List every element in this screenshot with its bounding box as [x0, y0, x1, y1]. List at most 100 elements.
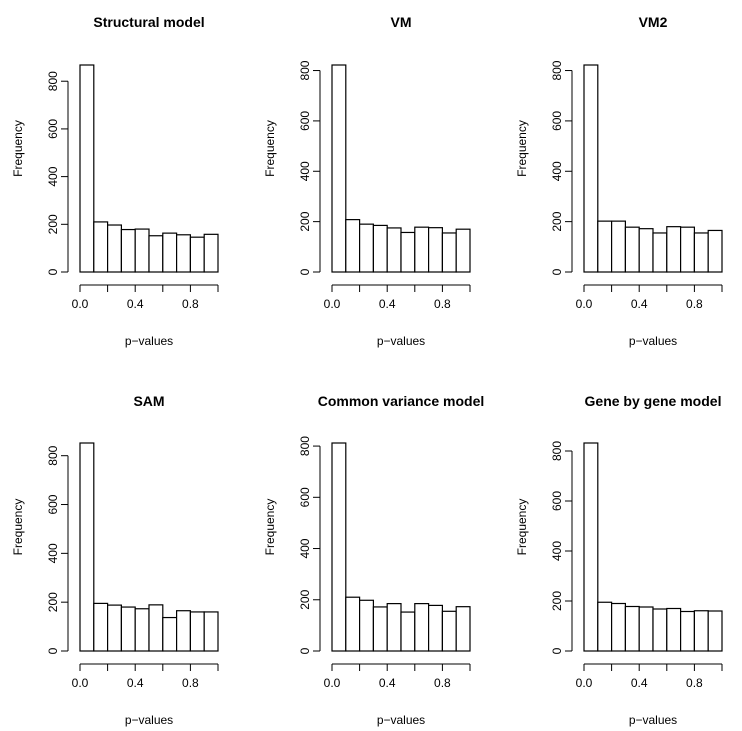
histogram-bar — [414, 226, 430, 273]
x-tick-label: 0.0 — [324, 676, 341, 690]
histogram-bar — [345, 219, 361, 273]
y-tick-label: 0 — [298, 268, 312, 275]
x-tick-label: 0.0 — [324, 297, 341, 311]
histogram-bar — [455, 606, 471, 652]
y-tick-label: 400 — [550, 541, 564, 561]
histogram-bar — [120, 228, 136, 273]
histogram-bar — [679, 226, 695, 273]
histogram-bar — [386, 603, 402, 652]
y-tick-label: 0 — [46, 647, 60, 654]
histogram-bar — [400, 611, 416, 652]
x-tick-label: 0.0 — [576, 676, 593, 690]
y-tick-label: 400 — [550, 161, 564, 181]
x-tick-label: 0.0 — [72, 297, 89, 311]
histogram-bar — [597, 220, 613, 273]
histogram-bar — [359, 599, 375, 652]
x-tick-label: 0.0 — [576, 297, 593, 311]
y-tick-label: 600 — [298, 487, 312, 507]
x-axis-label: p−values — [377, 334, 425, 348]
histogram-bar — [400, 231, 416, 273]
histogram-panel: VM2 0 200 400 600 800 Frequency 0.0 0.4 0.8 p−valu… — [515, 14, 723, 348]
histogram-bar — [597, 601, 613, 652]
histogram-bar — [652, 232, 668, 273]
histogram-bar — [638, 606, 654, 652]
x-tick-label: 0.4 — [631, 676, 648, 690]
histogram-bar — [134, 608, 150, 652]
histogram-bar — [610, 602, 626, 652]
histogram-bar — [624, 605, 640, 652]
x-tick-label: 0.4 — [127, 676, 144, 690]
y-tick-label: 800 — [46, 445, 60, 465]
x-axis-label: p−values — [125, 713, 173, 727]
y-tick-label: 200 — [298, 211, 312, 231]
histogram-bar — [93, 221, 109, 273]
y-tick-label: 0 — [550, 268, 564, 275]
histogram-bar — [134, 228, 150, 273]
x-tick-label: 0.4 — [379, 297, 396, 311]
x-tick-label: 0.0 — [72, 676, 89, 690]
y-tick-label: 400 — [298, 161, 312, 181]
y-tick-label: 0 — [46, 268, 60, 275]
histogram-bar — [638, 228, 654, 273]
y-tick-label: 0 — [550, 647, 564, 654]
y-axis-label: Frequency — [263, 120, 277, 177]
y-tick-label: 800 — [298, 60, 312, 80]
histogram-bar — [162, 232, 178, 273]
histogram-bar — [428, 227, 444, 273]
y-axis-label: Frequency — [515, 120, 529, 177]
x-tick-label: 0.8 — [182, 676, 199, 690]
histogram-bar — [583, 64, 599, 273]
y-tick-label: 400 — [298, 538, 312, 558]
y-tick-label: 0 — [298, 647, 312, 654]
histogram-bar — [666, 226, 682, 273]
histogram-panel: Common variance model 0 200 400 600 800 Freque… — [263, 393, 484, 727]
x-axis-label: p−values — [629, 334, 677, 348]
panel-title: Common variance model — [318, 393, 485, 409]
x-tick-label: 0.8 — [434, 297, 451, 311]
y-tick-label: 200 — [46, 592, 60, 612]
y-axis-label: Frequency — [515, 499, 529, 556]
y-tick-label: 400 — [46, 543, 60, 563]
x-tick-label: 0.4 — [631, 297, 648, 311]
histogram-bar — [189, 236, 205, 273]
histogram-bar — [203, 611, 219, 652]
y-tick-label: 800 — [550, 60, 564, 80]
histogram-bar — [372, 606, 388, 652]
y-axis-label: Frequency — [263, 499, 277, 556]
histogram-bar — [679, 610, 695, 652]
histogram-bar — [331, 442, 347, 652]
histogram-bar — [610, 220, 626, 273]
histogram-panel: VM 0 200 400 600 800 Frequency 0.0 0.4 0.8 p−value… — [263, 14, 471, 348]
histogram-bar — [162, 616, 178, 652]
y-tick-label: 200 — [46, 214, 60, 234]
histogram-panel: Gene by gene model 0 200 400 600 800 Frequency… — [515, 393, 723, 727]
histogram-bar — [693, 232, 709, 273]
y-tick-label: 600 — [46, 494, 60, 514]
histogram-bar — [176, 610, 192, 652]
histogram-bar — [331, 64, 347, 273]
y-tick-label: 200 — [298, 589, 312, 609]
histogram-bar — [345, 596, 361, 652]
x-tick-label: 0.8 — [686, 676, 703, 690]
histogram-bar — [428, 604, 444, 652]
histogram-bar — [707, 610, 723, 652]
x-tick-label: 0.4 — [379, 676, 396, 690]
histogram-bar — [372, 224, 388, 273]
x-axis-label: p−values — [629, 713, 677, 727]
histogram-bar — [106, 604, 122, 652]
histogram-bar — [359, 223, 375, 273]
y-tick-label: 600 — [298, 111, 312, 131]
histogram-bar — [455, 228, 471, 273]
x-tick-label: 0.8 — [182, 297, 199, 311]
x-axis-label: p−values — [125, 334, 173, 348]
panel-title: VM — [391, 14, 412, 30]
y-tick-label: 800 — [46, 71, 60, 91]
y-axis-label: Frequency — [11, 120, 25, 177]
panel-title: SAM — [133, 393, 164, 409]
panel-title: Gene by gene model — [585, 393, 722, 409]
histogram-bar — [79, 64, 95, 273]
y-tick-label: 800 — [298, 436, 312, 456]
x-tick-label: 0.8 — [686, 297, 703, 311]
y-axis-label: Frequency — [11, 499, 25, 556]
